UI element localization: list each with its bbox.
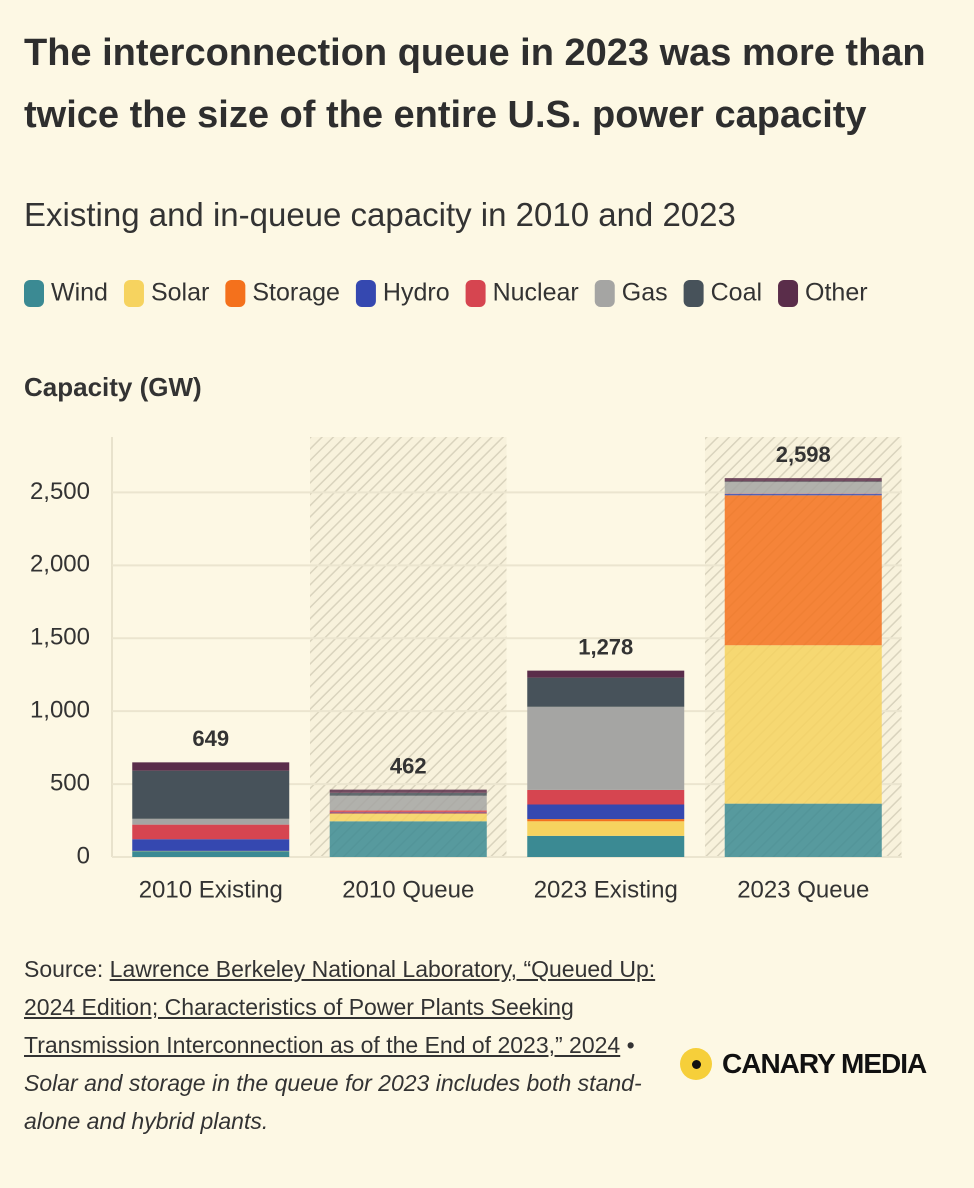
bar-segment — [132, 762, 290, 771]
bar-segment — [132, 818, 290, 825]
legend-label: Other — [805, 279, 868, 307]
x-tick-label: 2023 Existing — [534, 876, 678, 903]
legend-label: Wind — [51, 279, 108, 307]
bar-segment — [527, 706, 685, 790]
chart-title: The interconnection queue in 2023 was mo… — [24, 32, 926, 136]
bar-segment — [527, 835, 685, 857]
legend-swatch — [225, 280, 246, 307]
x-tick-label: 2010 Existing — [139, 876, 283, 903]
bar-segment — [527, 789, 685, 805]
chart: Capacity (GW) Wind Solar Storage Hydro Nucle… — [24, 279, 902, 903]
y-axis-label: Capacity (GW) — [24, 372, 202, 402]
bar-segment — [527, 677, 685, 707]
chart-subtitle: Existing and in-queue capacity in 2010 a… — [24, 196, 736, 233]
bar-segment — [132, 851, 290, 857]
separator: • — [626, 1032, 635, 1058]
legend-swatch — [24, 280, 44, 307]
logo-text: CANARY MEDIA — [722, 1048, 927, 1079]
queue-background — [310, 437, 507, 857]
y-tick-label: 2,500 — [30, 478, 90, 505]
source-note: Source: Lawrence Berkeley National Labor… — [24, 950, 664, 1140]
legend-swatch — [594, 280, 615, 307]
legend-label: Coal — [711, 279, 762, 307]
legend-label: Hydro — [383, 279, 450, 307]
bar-segment — [527, 821, 685, 836]
legend-swatch — [778, 280, 799, 307]
legend-swatch — [683, 280, 704, 307]
bar-segment — [132, 770, 290, 819]
bar-hatch-overlay — [329, 789, 487, 857]
source-link[interactable]: Lawrence Berkeley National Laboratory, “… — [24, 956, 656, 1058]
y-tick-label: 0 — [77, 842, 90, 869]
bar-segment — [527, 819, 685, 822]
total-label: 462 — [390, 753, 427, 778]
source-prefix: Source: — [24, 956, 104, 982]
legend-label: Storage — [252, 279, 340, 307]
x-tick-label: 2023 Queue — [737, 876, 869, 903]
legend-label: Solar — [151, 279, 209, 307]
legend-swatch — [123, 280, 144, 307]
legend-label: Gas — [622, 279, 668, 307]
total-label: 2,598 — [776, 442, 831, 467]
y-tick-label: 2,000 — [30, 551, 90, 578]
total-label: 1,278 — [578, 634, 633, 659]
y-tick-label: 500 — [50, 769, 90, 796]
bar-hatch-overlay — [724, 478, 882, 857]
bar-segment — [132, 824, 290, 840]
x-tick-label: 2010 Queue — [342, 876, 474, 903]
bar-segment — [132, 839, 290, 851]
legend-swatch — [465, 280, 486, 307]
note: Solar and storage in the queue for 2023 … — [24, 1070, 642, 1134]
y-tick-label: 1,000 — [30, 697, 90, 724]
bar-segment — [527, 670, 685, 678]
total-label: 649 — [192, 726, 229, 751]
legend-swatch — [355, 280, 376, 307]
legend-label: Nuclear — [493, 279, 579, 307]
logo: CANARY MEDIA — [680, 1048, 927, 1080]
bar-segment — [527, 804, 685, 820]
y-tick-label: 1,500 — [30, 624, 90, 651]
